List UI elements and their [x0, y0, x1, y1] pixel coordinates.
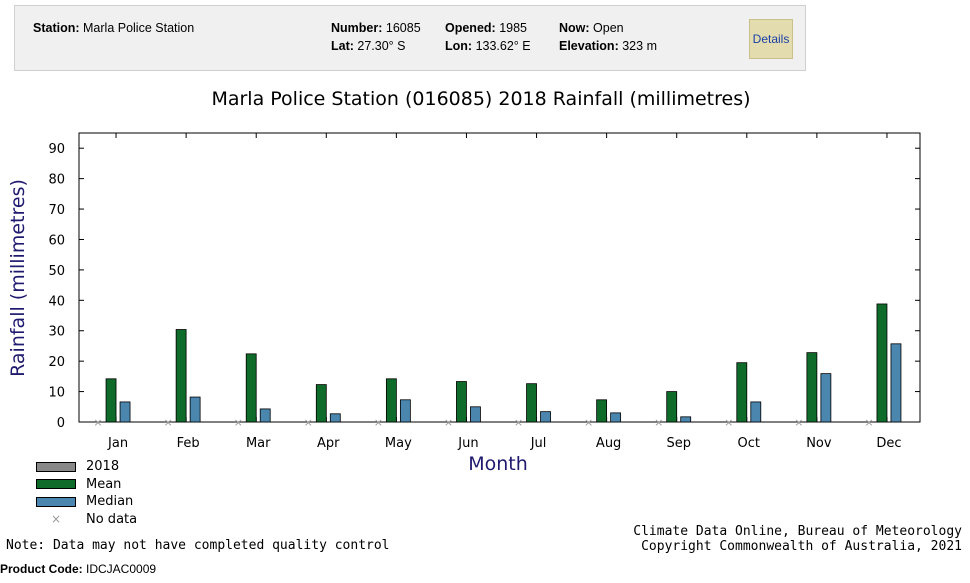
station-number: Number: 16085 — [331, 21, 421, 35]
station-info-panel: Station: Marla Police Station Number: 16… — [14, 5, 806, 71]
y-tick-label: 30 — [48, 325, 65, 340]
no-data-marker: × — [444, 416, 453, 429]
median-bar — [610, 412, 622, 423]
mean-bar — [385, 378, 397, 423]
median-bar — [820, 373, 832, 423]
station-elevation: Elevation: 323 m — [559, 39, 657, 53]
y-tick-label: 50 — [48, 264, 65, 279]
y-tick-label: 80 — [48, 173, 65, 188]
mean-bar — [105, 378, 117, 423]
credit-line-1: Climate Data Online, Bureau of Meteorolo… — [633, 524, 962, 539]
legend-item: Mean — [36, 477, 121, 492]
credit-line-2: Copyright Commonwealth of Australia, 202… — [641, 539, 962, 554]
no-data-marker: × — [514, 416, 523, 429]
x-tick-label: Jan — [107, 436, 128, 451]
legend-label: Mean — [86, 476, 122, 492]
x-tick-label: Apr — [317, 436, 340, 451]
median-bar — [119, 401, 131, 423]
legend-swatch — [36, 496, 76, 507]
legend-item: Median — [36, 494, 133, 509]
x-tick-label: Nov — [806, 436, 832, 451]
no-data-marker: × — [234, 416, 243, 429]
legend-no-data-marker: × — [50, 512, 62, 526]
station-status: Now: Open — [559, 21, 624, 35]
no-data-marker: × — [584, 416, 593, 429]
no-data-marker: × — [654, 416, 663, 429]
mean-bar — [666, 391, 678, 423]
mean-bar — [596, 399, 608, 423]
x-tick-label: Oct — [738, 436, 760, 451]
chart-title: Marla Police Station (016085) 2018 Rainf… — [211, 88, 751, 110]
mean-bar — [315, 384, 327, 423]
no-data-marker: × — [794, 416, 803, 429]
station-opened: Opened: 1985 — [445, 21, 527, 35]
station-longitude: Lon: 133.62° E — [445, 39, 531, 53]
y-tick-label: 0 — [57, 416, 65, 431]
x-tick-label: Aug — [596, 436, 621, 451]
median-bar — [470, 406, 481, 423]
plot-area — [78, 132, 921, 423]
mean-bar — [736, 362, 748, 423]
x-tick-label: Mar — [246, 436, 271, 451]
no-data-marker: × — [93, 416, 102, 429]
legend-swatch — [36, 479, 76, 489]
x-tick-label: Jun — [457, 436, 478, 451]
median-bar — [399, 399, 411, 423]
legend-label: 2018 — [86, 459, 120, 474]
y-tick-label: 40 — [48, 294, 65, 309]
median-bar — [189, 396, 201, 423]
mean-bar — [806, 352, 818, 423]
mean-bar — [876, 303, 888, 423]
median-bar — [259, 408, 271, 423]
no-data-marker: × — [864, 416, 873, 429]
legend-swatch — [36, 461, 76, 472]
y-tick-label: 70 — [48, 203, 65, 218]
mean-bar — [245, 353, 257, 423]
median-bar — [750, 401, 762, 423]
details-button[interactable]: Details — [749, 19, 793, 59]
x-axis-label: Month — [468, 453, 528, 475]
product-code: Product Code: IDCJAC0009 — [0, 562, 157, 576]
x-tick-label: Sep — [666, 436, 691, 451]
y-tick-label: 90 — [48, 142, 65, 157]
median-bar — [540, 411, 551, 423]
legend-label: No data — [86, 511, 138, 527]
no-data-marker: × — [374, 416, 383, 429]
x-tick-label: Dec — [876, 436, 901, 451]
details-label: Details — [752, 32, 790, 46]
no-data-marker: × — [164, 416, 173, 429]
x-tick-label: May — [385, 436, 412, 451]
y-tick-label: 60 — [48, 233, 65, 248]
station-latitude: Lat: 27.30° S — [331, 39, 406, 53]
y-tick-label: 20 — [48, 355, 65, 370]
mean-bar — [456, 381, 467, 423]
mean-bar — [175, 329, 187, 423]
median-bar — [680, 416, 692, 423]
legend-item: 2018 — [36, 459, 119, 474]
quality-note: Note: Data may not have completed qualit… — [6, 538, 390, 553]
x-tick-label: Jul — [530, 436, 547, 451]
no-data-marker: × — [724, 416, 733, 429]
x-tick-label: Feb — [177, 436, 200, 451]
median-bar — [329, 413, 341, 423]
mean-bar — [526, 383, 537, 423]
station-name: Station: Marla Police Station — [33, 21, 195, 35]
no-data-marker: × — [304, 416, 313, 429]
y-tick-label: 10 — [48, 386, 65, 401]
legend-item: × No data — [36, 512, 137, 527]
median-bar — [890, 343, 902, 423]
legend-label: Median — [86, 494, 134, 509]
y-axis-label: Rainfall (millimetres) — [7, 179, 29, 377]
